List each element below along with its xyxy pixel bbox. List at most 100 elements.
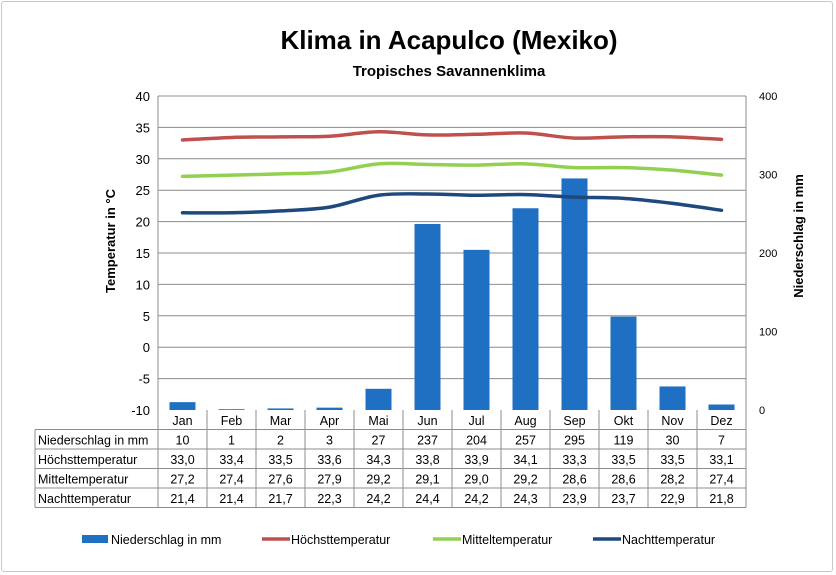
temperature-line <box>180 161 724 179</box>
table-cell: 295 <box>564 434 585 448</box>
table-row-label: Niederschlag in mm <box>38 434 148 448</box>
table-cell: 29,2 <box>513 473 537 487</box>
table-cell: 33,5 <box>268 453 292 467</box>
table-cell: 33,4 <box>219 453 243 467</box>
table-cell: 30 <box>666 434 680 448</box>
table-cell: 33,5 <box>660 453 684 467</box>
right-tick-label: 300 <box>759 170 777 182</box>
left-tick-label: 15 <box>136 246 150 261</box>
right-axis-title: Niederschlag in mm <box>791 174 806 298</box>
table-cell: 237 <box>417 434 438 448</box>
category-label: Mai <box>368 414 388 428</box>
right-tick-label: 400 <box>759 91 777 103</box>
left-tick-label: 40 <box>136 89 150 104</box>
precipitation-bar <box>561 178 588 410</box>
legend-swatch <box>82 535 108 543</box>
left-axis-title: Temperatur in °C <box>103 188 118 293</box>
table-cell: 33,1 <box>709 453 733 467</box>
category-label: Dez <box>710 414 732 428</box>
left-tick-label: 10 <box>136 277 150 292</box>
table-cell: 23,9 <box>562 492 586 506</box>
table-cell: 204 <box>466 434 487 448</box>
table-cell: 24,4 <box>415 492 439 506</box>
table-cell: 21,4 <box>219 492 243 506</box>
legend-label: Mitteltemperatur <box>462 533 552 547</box>
left-tick-label: 20 <box>136 215 150 230</box>
line-series <box>180 130 724 215</box>
table-cell: 21,8 <box>709 492 733 506</box>
table-cell: 21,4 <box>170 492 194 506</box>
right-tick-label: 200 <box>759 248 777 260</box>
chart-title: Klima in Acapulco (Mexiko) <box>280 25 617 55</box>
table-cell: 3 <box>326 434 333 448</box>
precipitation-bar <box>267 408 294 410</box>
category-label: Okt <box>614 414 634 428</box>
table-cell: 23,7 <box>611 492 635 506</box>
left-tick-label: 25 <box>136 183 150 198</box>
table-cell: 27,4 <box>709 473 733 487</box>
category-label: Nov <box>661 414 684 428</box>
table-cell: 33,8 <box>415 453 439 467</box>
precipitation-bar <box>610 316 637 410</box>
precipitation-bar <box>218 409 245 410</box>
table-cell: 33,9 <box>464 453 488 467</box>
temperature-line <box>180 192 724 215</box>
precipitation-bar <box>708 404 735 410</box>
table-row-label: Höchsttemperatur <box>38 453 137 467</box>
table-cell: 257 <box>515 434 536 448</box>
precipitation-bar <box>463 249 490 410</box>
table-cell: 34,3 <box>366 453 390 467</box>
right-tick-label: 100 <box>759 327 777 339</box>
legend-label: Höchsttemperatur <box>291 533 390 547</box>
category-label: Aug <box>514 414 536 428</box>
table-cell: 27,6 <box>268 473 292 487</box>
gridlines <box>158 95 746 380</box>
category-label: Mar <box>270 414 292 428</box>
table-cell: 28,6 <box>562 473 586 487</box>
legend: Niederschlag in mm Höchsttemperatur Mittel… <box>82 533 715 547</box>
table-cell: 24,2 <box>464 492 488 506</box>
bar-series <box>169 178 735 410</box>
table-cell: 29,1 <box>415 473 439 487</box>
precipitation-bar <box>316 407 343 410</box>
table-cell: 27 <box>372 434 386 448</box>
category-label: Jan <box>172 414 192 428</box>
precipitation-bar <box>659 386 686 410</box>
table-cell: 33,5 <box>611 453 635 467</box>
table-cell: 33,6 <box>317 453 341 467</box>
right-tick-label: 0 <box>759 405 765 417</box>
table-cell: 27,4 <box>219 473 243 487</box>
category-label: Jul <box>469 414 485 428</box>
precipitation-bar <box>169 402 196 410</box>
table-cell: 27,2 <box>170 473 194 487</box>
table-cell: 119 <box>614 434 634 448</box>
table-cell: 7 <box>718 434 725 448</box>
table-cell: 24,2 <box>366 492 390 506</box>
left-tick-label: -5 <box>138 372 150 387</box>
table-cell: 24,3 <box>513 492 537 506</box>
table-cell: 27,9 <box>317 473 341 487</box>
table-cell: 28,6 <box>611 473 635 487</box>
temperature-line <box>180 130 724 142</box>
chart-subtitle: Tropisches Savannenklima <box>353 63 546 80</box>
left-tick-label: 30 <box>136 152 150 167</box>
table-cell: 28,2 <box>660 473 684 487</box>
table-cell: 29,0 <box>464 473 488 487</box>
table-cell: 22,3 <box>317 492 341 506</box>
table-cell: 33,3 <box>562 453 586 467</box>
table-cell: 34,1 <box>513 453 537 467</box>
table-cell: 10 <box>176 434 190 448</box>
table-cell: 21,7 <box>268 492 292 506</box>
category-label: Apr <box>320 414 339 428</box>
table-row-label: Nachttemperatur <box>38 492 131 506</box>
table-cell: 33,0 <box>170 453 194 467</box>
left-tick-label: -10 <box>131 403 150 418</box>
category-label: Feb <box>221 414 243 428</box>
table-cell: 22,9 <box>660 492 684 506</box>
left-tick-label: 0 <box>143 340 150 355</box>
legend-label: Nachttemperatur <box>622 533 715 547</box>
table-cell: 29,2 <box>366 473 390 487</box>
